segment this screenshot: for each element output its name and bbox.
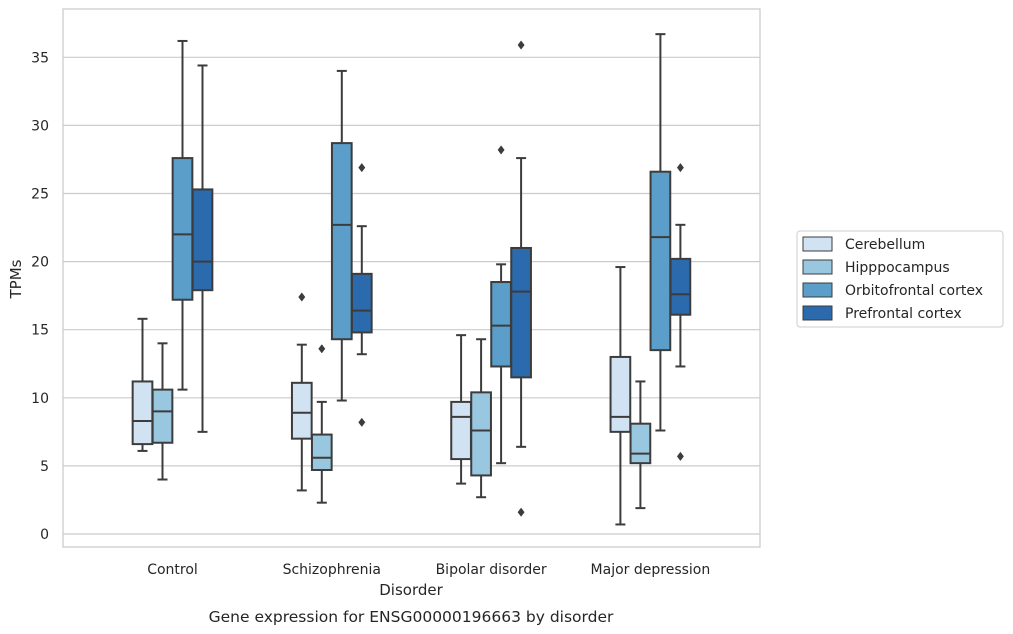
outlier-0 bbox=[298, 292, 306, 302]
x-tick-schizophrenia: Schizophrenia bbox=[283, 562, 381, 578]
box-iqr bbox=[669, 257, 692, 316]
outlier-0 bbox=[358, 163, 366, 173]
y-tick-5: 5 bbox=[40, 459, 49, 475]
y-tick-30: 30 bbox=[31, 118, 49, 134]
legend-swatch-orbitofrontal-cortex bbox=[802, 282, 833, 298]
box-prefrontal-cortex-control bbox=[191, 64, 214, 433]
box-cerebellum-major-depression bbox=[609, 266, 632, 526]
y-tick-25: 25 bbox=[31, 187, 49, 203]
y-tick-10: 10 bbox=[31, 391, 49, 407]
legend-swatch-hipppocampus bbox=[802, 259, 833, 275]
box-prefrontal-cortex-schizophrenia bbox=[350, 163, 373, 427]
box-cerebellum-control bbox=[131, 317, 154, 452]
outlier-1 bbox=[517, 507, 525, 517]
plot-frame bbox=[62, 8, 761, 548]
legend-label-orbitofrontal-cortex: Orbitofrontal cortex bbox=[845, 283, 983, 299]
box-iqr bbox=[470, 391, 492, 477]
y-tick-20: 20 bbox=[31, 255, 49, 271]
box-iqr bbox=[350, 272, 373, 334]
outlier-0 bbox=[318, 344, 326, 354]
box-iqr bbox=[171, 157, 194, 301]
outlier-1 bbox=[358, 417, 366, 427]
box-orbitofrontal-cortex-schizophrenia bbox=[330, 69, 353, 402]
outlier-0 bbox=[497, 145, 505, 155]
box-groups bbox=[131, 33, 692, 526]
legend-swatch-cerebellum bbox=[802, 236, 833, 252]
box-hipppocampus-major-depression bbox=[629, 380, 652, 510]
x-tick-major-depression: Major depression bbox=[591, 562, 711, 578]
outlier-1 bbox=[676, 451, 684, 461]
legend: Cerebellum Hipppocampus Orbitofrontal cort… bbox=[796, 230, 1004, 328]
box-iqr bbox=[490, 281, 512, 368]
box-orbitofrontal-cortex-major-depression bbox=[649, 33, 672, 432]
y-axis-label: TPMs bbox=[7, 259, 25, 299]
x-axis-label: Disorder bbox=[379, 581, 443, 599]
box-cerebellum-bipolar-disorder bbox=[450, 334, 472, 485]
box-iqr bbox=[151, 388, 174, 444]
y-tick-0: 0 bbox=[40, 527, 49, 543]
box-iqr bbox=[290, 381, 313, 440]
box-hipppocampus-schizophrenia bbox=[310, 344, 333, 504]
box-iqr bbox=[131, 380, 154, 446]
box-hipppocampus-bipolar-disorder bbox=[470, 338, 492, 499]
box-iqr bbox=[649, 170, 672, 352]
box-iqr bbox=[310, 433, 333, 471]
legend-label-hipppocampus: Hipppocampus bbox=[845, 260, 950, 276]
y-tick-labels: 0 5 10 15 20 25 30 35 bbox=[31, 50, 49, 543]
y-tick-15: 15 bbox=[31, 323, 49, 339]
box-iqr bbox=[330, 142, 353, 341]
legend-swatch-prefrontal-cortex bbox=[802, 305, 833, 321]
legend-label-prefrontal-cortex: Prefrontal cortex bbox=[845, 306, 962, 322]
x-tick-control: Control bbox=[147, 562, 198, 578]
box-iqr bbox=[510, 246, 532, 379]
box-iqr bbox=[609, 355, 632, 433]
box-prefrontal-cortex-bipolar-disorder bbox=[510, 40, 532, 517]
box-iqr bbox=[629, 422, 652, 465]
box-prefrontal-cortex-major-depression bbox=[669, 163, 692, 461]
outlier-0 bbox=[676, 163, 684, 173]
outlier-0 bbox=[517, 40, 525, 50]
box-hipppocampus-control bbox=[151, 342, 174, 481]
legend-label-cerebellum: Cerebellum bbox=[845, 237, 925, 253]
x-tick-labels: Control Schizophrenia Bipolar disorder Majo… bbox=[147, 562, 710, 578]
x-tick-bipolar-disorder: Bipolar disorder bbox=[436, 562, 547, 578]
box-iqr bbox=[450, 400, 472, 461]
legend-frame bbox=[796, 230, 1004, 328]
box-orbitofrontal-cortex-control bbox=[171, 39, 194, 391]
box-cerebellum-schizophrenia bbox=[290, 292, 313, 492]
box-iqr bbox=[191, 188, 214, 292]
chart-caption: Gene expression for ENSG00000196663 by d… bbox=[209, 608, 614, 626]
y-tick-35: 35 bbox=[31, 50, 49, 66]
